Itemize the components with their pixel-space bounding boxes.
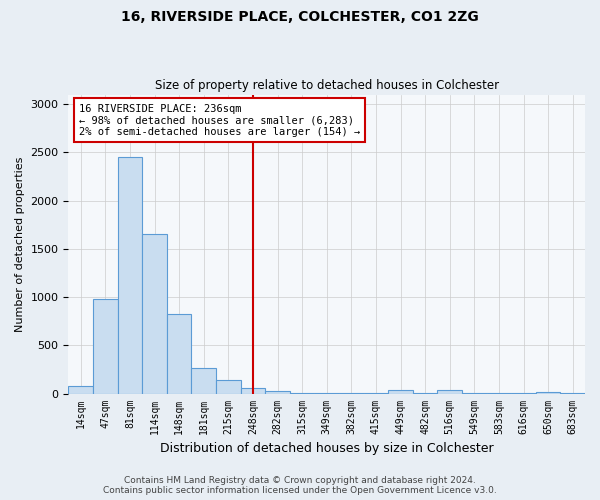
Bar [265, 390, 290, 394]
Y-axis label: Number of detached properties: Number of detached properties [15, 156, 25, 332]
Bar [241, 388, 265, 394]
Bar [93, 299, 118, 394]
Title: Size of property relative to detached houses in Colchester: Size of property relative to detached ho… [155, 79, 499, 92]
Text: 16 RIVERSIDE PLACE: 236sqm
← 98% of detached houses are smaller (6,283)
2% of se: 16 RIVERSIDE PLACE: 236sqm ← 98% of deta… [79, 104, 360, 136]
Bar [437, 390, 462, 394]
Bar [142, 234, 167, 394]
Bar [290, 392, 314, 394]
Bar [167, 314, 191, 394]
Text: 16, RIVERSIDE PLACE, COLCHESTER, CO1 2ZG: 16, RIVERSIDE PLACE, COLCHESTER, CO1 2ZG [121, 10, 479, 24]
Bar [388, 390, 413, 394]
X-axis label: Distribution of detached houses by size in Colchester: Distribution of detached houses by size … [160, 442, 494, 455]
Text: Contains HM Land Registry data © Crown copyright and database right 2024.
Contai: Contains HM Land Registry data © Crown c… [103, 476, 497, 495]
Bar [191, 368, 216, 394]
Bar [536, 392, 560, 394]
Bar [118, 157, 142, 394]
Bar [68, 386, 93, 394]
Bar [216, 380, 241, 394]
